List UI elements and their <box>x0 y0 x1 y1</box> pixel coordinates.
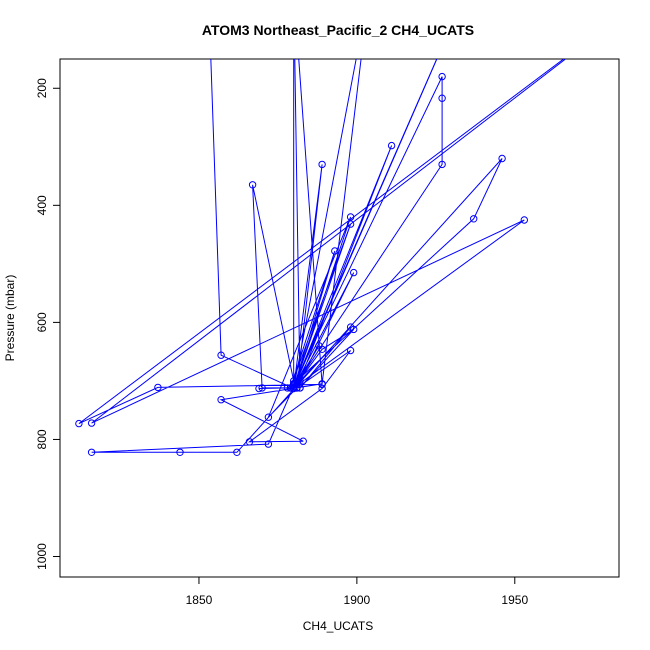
data-point <box>75 419 83 428</box>
data-point <box>318 380 326 389</box>
data-point <box>470 215 478 223</box>
series-line <box>78 59 567 453</box>
data-point <box>520 216 528 224</box>
y-tick-label: 200 <box>35 78 49 98</box>
x-tick-label: 1950 <box>501 593 528 607</box>
y-tick-label: 400 <box>35 195 49 215</box>
data-point <box>498 154 506 163</box>
data-point <box>248 181 257 189</box>
data-point <box>346 213 355 221</box>
data-point <box>299 437 307 445</box>
data-point <box>346 220 355 228</box>
data-point <box>176 448 184 456</box>
y-axis: 200 400 600 800 1000 <box>35 78 60 570</box>
data-point <box>264 413 273 421</box>
data-point <box>245 438 254 446</box>
data-point <box>293 384 301 392</box>
plot-frame <box>59 58 620 578</box>
y-tick-label: 600 <box>35 312 49 332</box>
y-tick-label: 1000 <box>35 543 49 570</box>
data-point <box>87 419 96 427</box>
data-point <box>318 160 326 169</box>
data-point <box>233 448 241 456</box>
data-point <box>264 440 273 448</box>
data-point <box>350 325 358 334</box>
data-point <box>346 346 355 355</box>
x-axis: 1850 1900 1950 <box>186 577 528 607</box>
chart-title: ATOM3 Northeast_Pacific_2 CH4_UCATS <box>202 22 474 38</box>
series-ch4-ucats <box>75 59 567 456</box>
data-point <box>438 160 446 169</box>
data-point <box>258 384 266 392</box>
data-point <box>350 268 358 277</box>
data-point <box>438 72 446 81</box>
data-point <box>290 384 298 392</box>
data-point <box>255 384 263 393</box>
data-point <box>296 377 304 385</box>
data-point <box>217 396 225 404</box>
x-tick-label: 1900 <box>344 593 371 607</box>
data-point <box>387 141 396 150</box>
data-point <box>315 342 323 350</box>
data-point <box>87 448 96 456</box>
x-tick-label: 1850 <box>186 593 213 607</box>
data-point <box>331 247 339 255</box>
x-axis-label: CH4_UCATS <box>303 619 373 633</box>
y-axis-label: Pressure (mbar) <box>3 275 17 362</box>
data-point <box>217 351 225 359</box>
data-point <box>318 384 326 393</box>
data-point <box>154 383 162 392</box>
data-point <box>438 94 446 102</box>
y-tick-label: 800 <box>35 429 49 449</box>
